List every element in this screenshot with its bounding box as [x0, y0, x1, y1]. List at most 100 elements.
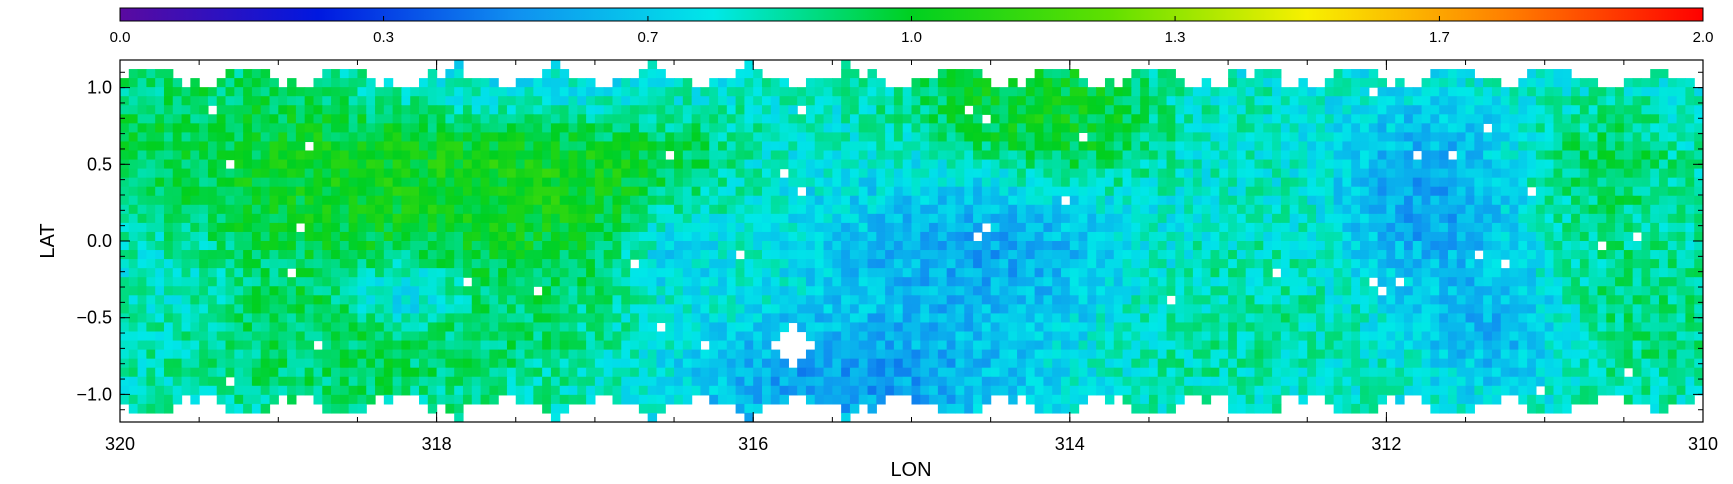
heatmap-cell — [1210, 132, 1220, 143]
heatmap-cell — [1615, 204, 1625, 215]
heatmap-cell — [981, 105, 992, 115]
heatmap-cell — [691, 123, 702, 133]
heatmap-cell — [542, 87, 552, 97]
heatmap-cell — [199, 132, 209, 143]
heatmap-cell — [1403, 231, 1414, 242]
heatmap-cell — [128, 268, 139, 278]
heatmap-cell — [638, 177, 649, 188]
heatmap-cell — [1236, 304, 1247, 314]
heatmap-cell — [480, 123, 490, 133]
heatmap-cell — [1307, 204, 1317, 215]
heatmap-cell — [735, 304, 745, 314]
heatmap-cell — [172, 105, 183, 115]
heatmap-cell — [1104, 195, 1115, 206]
heatmap-cell — [1553, 304, 1563, 314]
heatmap-cell — [1017, 222, 1027, 233]
heatmap-cell — [1544, 241, 1555, 251]
heatmap-cell — [489, 123, 499, 133]
heatmap-cell — [577, 177, 587, 188]
heatmap-cell — [313, 250, 323, 260]
heatmap-cell — [375, 123, 385, 133]
heatmap-cell — [278, 286, 288, 296]
heatmap-cell — [1676, 277, 1687, 287]
heatmap-cell — [1606, 150, 1616, 161]
heatmap-cell — [761, 150, 772, 161]
heatmap-cell — [1184, 114, 1194, 124]
heatmap-cell — [594, 105, 605, 115]
heatmap-cell — [471, 96, 482, 106]
heatmap-cell — [612, 177, 622, 188]
heatmap-cell — [621, 132, 631, 143]
heatmap-cell — [999, 204, 1009, 215]
heatmap-cell — [348, 132, 359, 143]
heatmap-cell — [278, 186, 288, 197]
heatmap-cell — [524, 159, 534, 170]
heatmap-cell — [1201, 286, 1212, 296]
heatmap-cell — [981, 313, 992, 324]
heatmap-cell — [682, 105, 693, 115]
heatmap-cell — [383, 168, 394, 179]
heatmap-cell — [753, 250, 763, 260]
heatmap-cell — [1201, 195, 1212, 206]
heatmap-cell — [709, 87, 719, 97]
heatmap-cell — [462, 195, 473, 206]
heatmap-cell — [348, 195, 359, 206]
heatmap-cell — [586, 78, 596, 88]
heatmap-cell — [1623, 222, 1634, 233]
heatmap-cell — [489, 313, 499, 324]
heatmap-cell — [348, 87, 359, 97]
heatmap-cell — [594, 204, 605, 215]
heatmap-cell — [1606, 295, 1616, 305]
heatmap-cell — [1386, 268, 1396, 278]
heatmap-cell — [656, 96, 666, 106]
heatmap-cell — [709, 213, 719, 224]
heatmap-cell — [929, 87, 939, 97]
heatmap-cell — [357, 186, 367, 197]
heatmap-cell — [1491, 132, 1502, 143]
heatmap-cell — [1491, 159, 1502, 170]
heatmap-cell — [1316, 177, 1326, 188]
heatmap-cell — [137, 295, 147, 305]
heatmap-cell — [964, 231, 974, 242]
heatmap-cell — [445, 304, 455, 314]
heatmap-cell — [929, 277, 939, 287]
heatmap-cell — [1395, 87, 1405, 97]
heatmap-cell — [656, 78, 666, 88]
heatmap-cell — [269, 295, 279, 305]
heatmap-cell — [638, 259, 649, 269]
heatmap-cell — [1272, 87, 1282, 97]
heatmap-cell — [1641, 268, 1651, 278]
heatmap-cell — [1298, 150, 1308, 161]
heatmap-cell — [920, 159, 930, 170]
heatmap-cell — [955, 186, 965, 197]
heatmap-cell — [1421, 250, 1431, 260]
heatmap-cell — [225, 123, 235, 133]
heatmap-cell — [128, 241, 139, 251]
heatmap-cell — [1307, 159, 1317, 170]
heatmap-cell — [287, 313, 297, 324]
heatmap-cell — [761, 204, 772, 215]
heatmap-cell — [1236, 168, 1247, 179]
heatmap-cell — [524, 204, 534, 215]
heatmap-cell — [181, 186, 191, 197]
heatmap-cell — [515, 132, 526, 143]
heatmap-cell — [1659, 231, 1669, 242]
heatmap-cell — [1571, 241, 1581, 251]
heatmap-cell — [1131, 313, 1141, 324]
heatmap-cell — [1518, 213, 1528, 224]
heatmap-cell — [1034, 204, 1045, 215]
heatmap-cell — [348, 150, 359, 161]
heatmap-cell — [568, 168, 578, 179]
heatmap-cell — [436, 268, 446, 278]
heatmap-cell — [383, 250, 394, 260]
heatmap-cell — [1236, 241, 1247, 251]
heatmap-cell — [454, 222, 464, 233]
heatmap-cell — [489, 204, 499, 215]
heatmap-cell — [1606, 96, 1616, 106]
heatmap-cell — [1280, 105, 1291, 115]
heatmap-cell — [1368, 105, 1379, 115]
heatmap-cell — [243, 304, 253, 314]
heatmap-cell — [1491, 286, 1502, 296]
heatmap-cell — [1606, 204, 1616, 215]
heatmap-cell — [1140, 313, 1150, 324]
